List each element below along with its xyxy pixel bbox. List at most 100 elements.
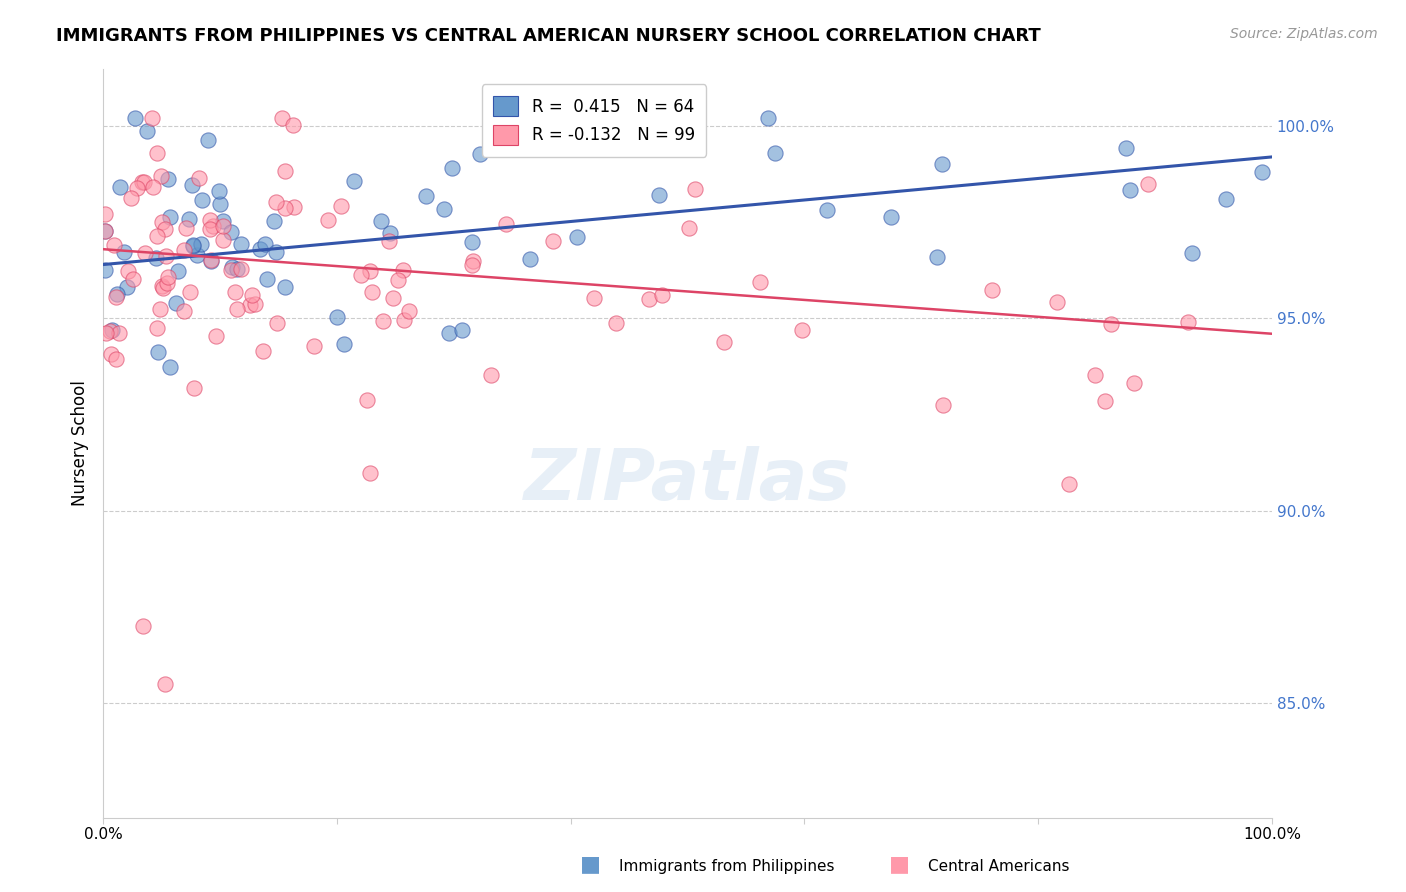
Point xyxy=(359,466,381,480)
Point xyxy=(110,180,132,194)
Point xyxy=(582,291,605,305)
Point xyxy=(105,352,128,367)
Point xyxy=(648,188,671,202)
Point xyxy=(159,210,181,224)
Point xyxy=(173,243,195,257)
Point xyxy=(981,284,1004,298)
Point xyxy=(202,219,225,233)
Point xyxy=(378,226,401,240)
Point xyxy=(156,269,179,284)
Point xyxy=(159,359,181,374)
Point xyxy=(152,281,174,295)
Point xyxy=(451,323,474,337)
Point xyxy=(370,214,392,228)
Point xyxy=(356,392,378,407)
Point xyxy=(1057,476,1080,491)
Point xyxy=(461,259,484,273)
Point xyxy=(567,230,589,244)
Point xyxy=(541,234,564,248)
Point xyxy=(211,219,233,233)
Point xyxy=(350,268,373,283)
Point xyxy=(932,398,955,412)
Point xyxy=(134,246,156,260)
Point xyxy=(94,263,117,277)
Point xyxy=(187,171,209,186)
Point xyxy=(100,323,122,337)
Point xyxy=(378,234,401,248)
Point xyxy=(1084,368,1107,382)
Point xyxy=(470,147,492,161)
Point xyxy=(274,280,297,294)
Point xyxy=(931,157,953,171)
Point xyxy=(392,263,415,277)
Point xyxy=(264,245,287,260)
Point xyxy=(264,195,287,210)
Point xyxy=(94,224,117,238)
Point xyxy=(925,250,948,264)
Point xyxy=(880,211,903,225)
Point xyxy=(150,279,173,293)
Point xyxy=(200,254,222,268)
Point xyxy=(495,217,517,231)
Point xyxy=(94,223,117,237)
Point xyxy=(1250,165,1272,179)
Point xyxy=(190,236,212,251)
Point xyxy=(107,287,129,301)
Point xyxy=(100,347,122,361)
Point xyxy=(107,326,129,340)
Point xyxy=(252,343,274,358)
Point xyxy=(441,161,464,175)
Point xyxy=(249,242,271,256)
Text: 0.0%: 0.0% xyxy=(84,827,122,842)
Point xyxy=(181,238,204,252)
Point xyxy=(359,264,381,278)
Point xyxy=(283,200,305,214)
Text: Source: ZipAtlas.com: Source: ZipAtlas.com xyxy=(1230,27,1378,41)
Point xyxy=(198,212,221,227)
Point xyxy=(167,264,190,278)
Point xyxy=(146,229,169,244)
Point xyxy=(94,206,117,220)
Point xyxy=(1177,315,1199,329)
Point xyxy=(221,225,243,239)
Point xyxy=(763,146,786,161)
Point xyxy=(142,179,165,194)
Point xyxy=(271,112,294,126)
Point xyxy=(224,285,246,299)
Point xyxy=(749,276,772,290)
Point xyxy=(1094,394,1116,409)
Point xyxy=(131,175,153,189)
Point xyxy=(132,619,155,633)
Point xyxy=(205,328,228,343)
Text: IMMIGRANTS FROM PHILIPPINES VS CENTRAL AMERICAN NURSERY SCHOOL CORRELATION CHART: IMMIGRANTS FROM PHILIPPINES VS CENTRAL A… xyxy=(56,27,1040,45)
Point xyxy=(790,323,813,337)
Point xyxy=(112,245,135,260)
Point xyxy=(387,273,409,287)
Point xyxy=(145,251,167,265)
Point xyxy=(153,222,176,236)
Point xyxy=(1136,178,1159,192)
Point xyxy=(211,214,233,228)
Point xyxy=(263,214,285,228)
Point xyxy=(124,112,146,126)
Point xyxy=(1115,141,1137,155)
Point xyxy=(342,174,364,188)
Point xyxy=(1118,183,1140,197)
Point xyxy=(120,191,142,205)
Point xyxy=(186,248,208,262)
Point xyxy=(239,297,262,311)
Point xyxy=(174,221,197,235)
Point xyxy=(605,316,627,330)
Point xyxy=(1046,295,1069,310)
Point xyxy=(153,676,176,690)
Point xyxy=(155,249,177,263)
Text: ■: ■ xyxy=(581,855,600,874)
Point xyxy=(304,338,326,352)
Point xyxy=(94,326,117,340)
Legend: R =  0.415   N = 64, R = -0.132   N = 99: R = 0.415 N = 64, R = -0.132 N = 99 xyxy=(482,85,706,157)
Point xyxy=(756,112,779,126)
Point xyxy=(208,184,231,198)
Point xyxy=(461,254,484,268)
Point xyxy=(330,199,353,213)
Point xyxy=(274,201,297,215)
